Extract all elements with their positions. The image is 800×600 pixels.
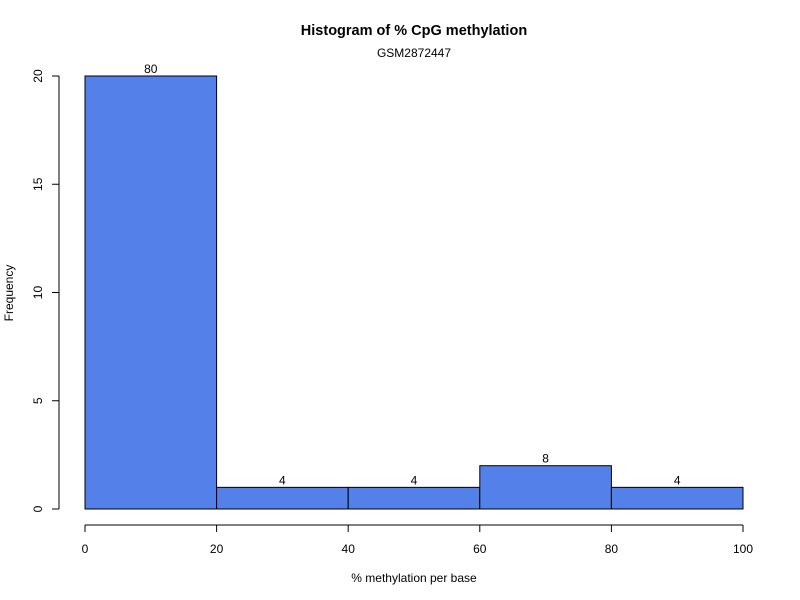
x-tick-label-5: 100 xyxy=(733,542,753,556)
y-tick-label-4: 20 xyxy=(31,69,45,83)
histogram-bar-0 xyxy=(84,75,218,510)
bar-count-label-1: 4 xyxy=(279,473,286,487)
y-tick-label-2: 10 xyxy=(31,286,45,300)
x-axis: 0 20 40 60 80 100 xyxy=(82,524,753,556)
y-axis-label: Frequency xyxy=(2,265,16,322)
y-tick-label-1: 5 xyxy=(31,397,45,404)
y-tick-label-3: 15 xyxy=(31,177,45,191)
x-tick-label-1: 20 xyxy=(210,542,224,556)
chart-subtitle: GSM2872447 xyxy=(377,46,451,60)
x-tick-label-4: 80 xyxy=(605,542,619,556)
histogram-bar-2 xyxy=(347,486,481,510)
x-tick-label-2: 40 xyxy=(342,542,356,556)
bar-count-label-4: 4 xyxy=(674,473,681,487)
y-tick-label-0: 0 xyxy=(31,505,45,512)
x-tick-label-3: 60 xyxy=(473,542,487,556)
bar-count-label-2: 4 xyxy=(411,473,418,487)
bar-count-label-0: 80 xyxy=(144,62,158,76)
y-axis: 0 5 10 15 20 xyxy=(31,69,60,512)
bar-labels-group: 804 484 xyxy=(144,62,681,487)
x-tick-label-0: 0 xyxy=(82,542,89,556)
histogram-bar-3 xyxy=(479,465,612,510)
bars-group xyxy=(84,75,744,510)
histogram-bar-1 xyxy=(216,486,349,510)
bar-count-label-3: 8 xyxy=(542,452,549,466)
chart-title: Histogram of % CpG methylation xyxy=(301,23,527,39)
histogram-bar-4 xyxy=(610,486,744,510)
x-axis-label: % methylation per base xyxy=(351,571,477,585)
